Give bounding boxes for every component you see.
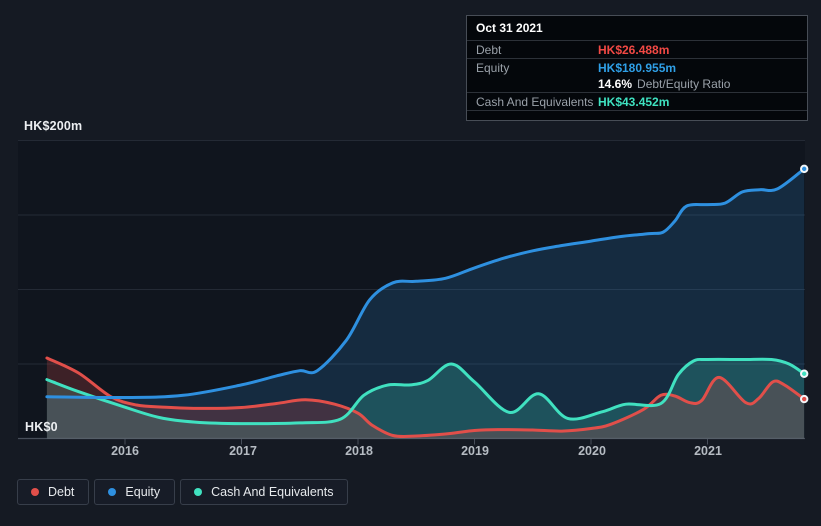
legend-cash-label: Cash And Equivalents	[211, 485, 334, 499]
tooltip-ratio-label: Debt/Equity Ratio	[637, 77, 731, 91]
y-axis-label-top: HK$200m	[24, 119, 83, 133]
tooltip-ratio-row: 14.6% Debt/Equity Ratio	[467, 76, 807, 92]
x-tick-2019: 2019	[461, 444, 489, 458]
x-tick-2018: 2018	[345, 444, 373, 458]
tooltip-debt-row: Debt HK$26.488m	[467, 40, 807, 58]
tooltip-cash-label: Cash And Equivalents	[476, 94, 594, 109]
tooltip-cash-row: Cash And Equivalents HK$43.452m	[467, 92, 807, 110]
tooltip-date: Oct 31 2021	[476, 21, 543, 35]
debt-dot-icon	[31, 488, 39, 496]
legend-item-cash[interactable]: Cash And Equivalents	[180, 479, 349, 505]
tooltip-equity-value: HK$180.955m	[598, 60, 677, 75]
legend-item-debt[interactable]: Debt	[17, 479, 90, 505]
tooltip-cash-value: HK$43.452m	[598, 94, 670, 109]
tooltip-debt-label: Debt	[476, 42, 502, 57]
cash-dot-icon	[194, 488, 203, 496]
tooltip-equity-row: Equity HK$180.955m	[467, 58, 807, 76]
tooltip-ratio-value: 14.6%	[598, 77, 633, 91]
x-tick-2016: 2016	[111, 444, 139, 458]
equity-dot-icon	[108, 488, 117, 496]
tooltip-equity-label: Equity	[476, 60, 510, 75]
tooltip-ratio: 14.6% Debt/Equity Ratio	[598, 77, 730, 91]
legend-debt-label: Debt	[48, 485, 75, 499]
legend: Debt Equity Cash And Equivalents	[17, 479, 349, 505]
y-axis-label-bottom: HK$0	[25, 420, 58, 434]
tooltip-debt-value: HK$26.488m	[598, 42, 670, 57]
x-tick-2017: 2017	[229, 444, 257, 458]
x-tick-2020: 2020	[578, 444, 606, 458]
x-tick-2021: 2021	[694, 444, 722, 458]
legend-equity-label: Equity	[125, 485, 161, 499]
legend-item-equity[interactable]: Equity	[94, 479, 176, 505]
hover-tooltip: Oct 31 2021 Debt HK$26.488m Equity HK$18…	[466, 15, 808, 121]
